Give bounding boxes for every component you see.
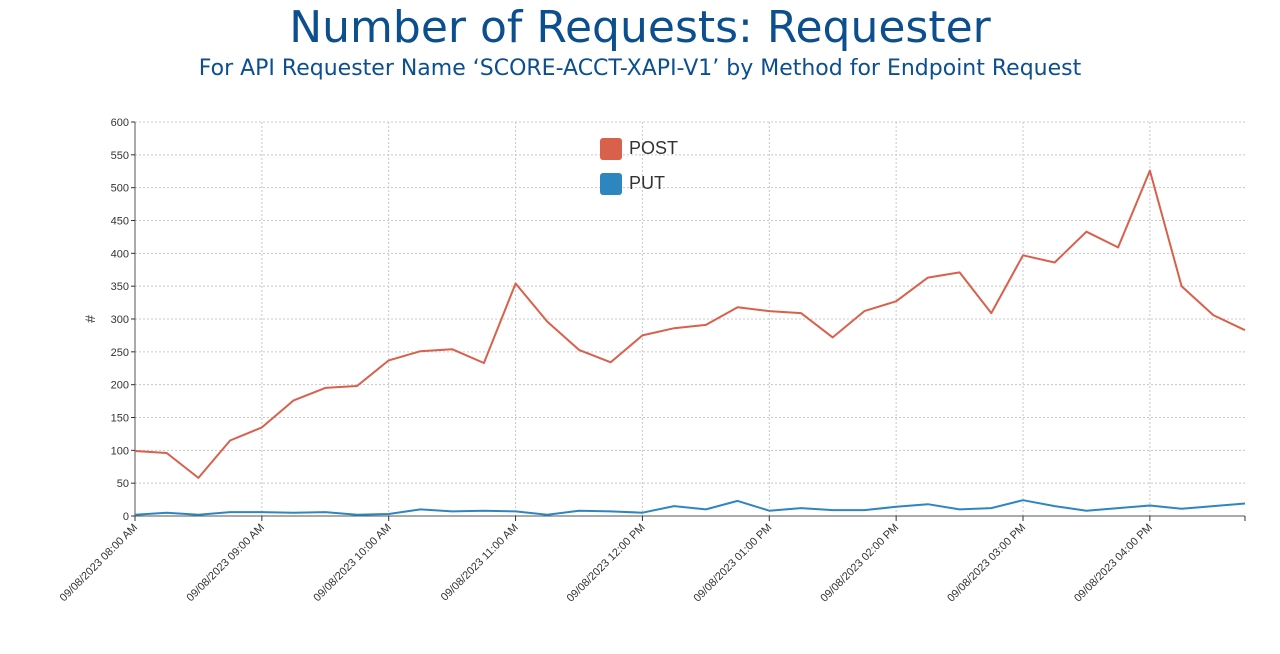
y-tick-label: 150: [111, 413, 129, 425]
x-axis-ticks: 09/08/2023 08:00 AM 09/08/2023 09:00 AM 09…: [58, 516, 1155, 605]
y-tick-label: 250: [111, 347, 129, 359]
y-tick-label: 300: [111, 314, 129, 326]
series-line-put: [134, 499, 1246, 516]
legend-label-put[interactable]: PUT: [629, 173, 665, 193]
y-tick-label: 100: [111, 445, 129, 457]
y-axis-ticks: 0 50 100 150 200 250 300 350 400 450 500 550 600: [111, 117, 135, 523]
y-tick-label: 50: [117, 478, 129, 490]
x-tick-label: 09/08/2023 11:00 AM: [439, 522, 521, 604]
x-tick-label: 09/08/2023 10:00 AM: [311, 522, 393, 604]
legend-swatch-put[interactable]: [600, 173, 622, 195]
y-tick-label: 350: [111, 281, 129, 293]
y-tick-label: 200: [111, 380, 129, 392]
gridlines: [135, 121, 1245, 516]
chart-subtitle: For API Requester Name ‘SCORE-ACCT-XAPI-…: [198, 56, 1082, 81]
x-tick-label: 09/08/2023 08:00 AM: [58, 522, 140, 604]
x-tick-label: 09/08/2023 02:00 PM: [818, 522, 901, 605]
x-tick-label: 09/08/2023 01:00 PM: [692, 522, 775, 605]
legend-swatch-post[interactable]: [600, 138, 622, 160]
legend: POST PUT: [600, 138, 678, 195]
series-line-post: [134, 169, 1246, 479]
series-lines: [134, 169, 1246, 516]
x-tick-label: 09/08/2023 12:00 PM: [565, 522, 648, 605]
y-tick-label: 500: [111, 183, 129, 195]
x-tick-label: 09/08/2023 03:00 PM: [945, 522, 1028, 605]
y-tick-label: 400: [111, 248, 129, 260]
x-tick-label: 09/08/2023 09:00 AM: [185, 522, 267, 604]
axes: [134, 122, 1246, 521]
x-tick-label: 09/08/2023 04:00 PM: [1072, 522, 1155, 605]
y-tick-label: 0: [123, 511, 129, 523]
legend-label-post[interactable]: POST: [629, 138, 678, 158]
chart-title: Number of Requests: Requester: [289, 2, 991, 53]
y-tick-label: 550: [111, 150, 129, 162]
y-tick-label: 600: [111, 117, 129, 129]
y-axis-label: #: [82, 315, 98, 323]
y-tick-label: 450: [111, 216, 129, 228]
